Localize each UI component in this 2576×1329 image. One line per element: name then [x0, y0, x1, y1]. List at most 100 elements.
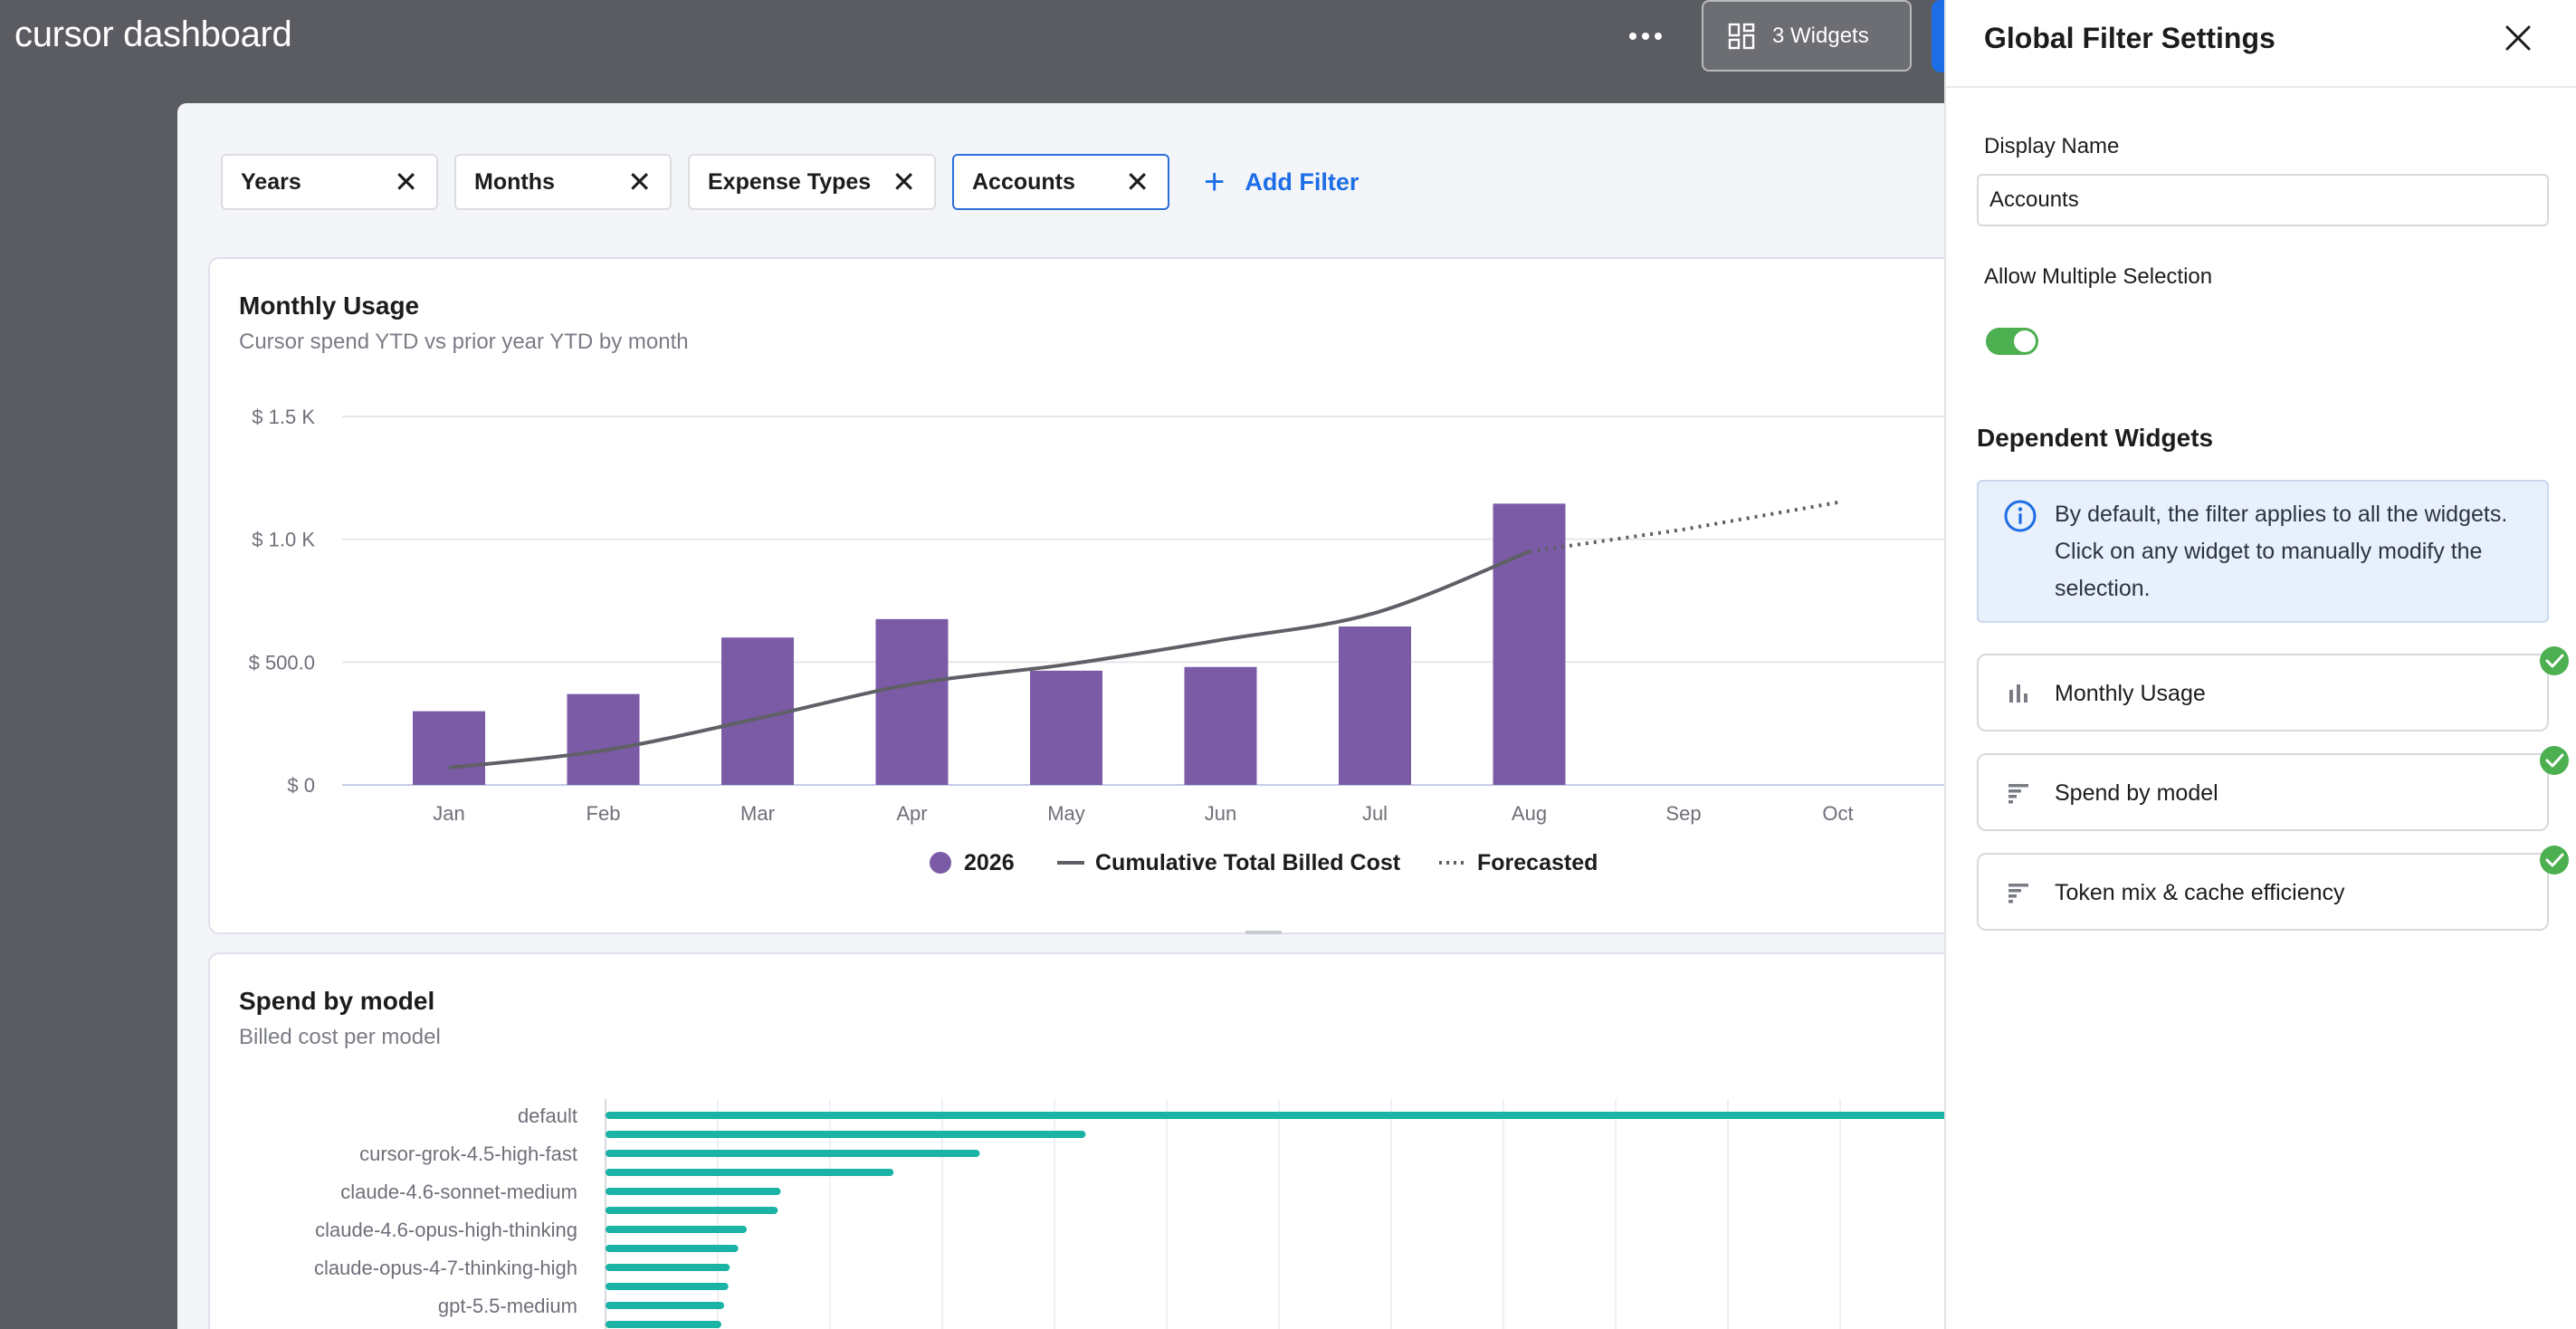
y-tick-label: $ 1.5 K	[252, 406, 315, 428]
bar	[606, 1302, 725, 1309]
cumulative-line	[448, 550, 1531, 770]
bar	[606, 1283, 729, 1290]
info-icon	[2004, 500, 2037, 532]
more-dot	[1629, 33, 1636, 40]
y-tick-label: $ 1.0 K	[252, 529, 315, 551]
panel-header: Global Filter Settings	[1946, 0, 2576, 88]
legend-label: Cumulative Total Billed Cost	[1095, 850, 1401, 875]
x-tick-label: Jun	[1205, 802, 1236, 825]
card-title: Spend by model	[239, 987, 435, 1015]
filter-chip-label: Years	[241, 168, 301, 195]
bar	[1030, 670, 1102, 785]
bar	[875, 618, 949, 785]
filter-chip-label: Expense Types	[708, 168, 872, 195]
forecast-line	[1529, 500, 1838, 554]
multi-select-toggle[interactable]	[1986, 328, 2038, 355]
legend-marker-bars	[930, 852, 951, 874]
y-tick-label: claude-4.6-sonnet-medium	[340, 1181, 577, 1203]
more-dot	[1642, 33, 1649, 40]
bar	[606, 1131, 1086, 1138]
x-tick-label: Apr	[896, 802, 927, 825]
dependent-widget-monthly-usage[interactable]: Monthly Usage	[1977, 646, 2569, 731]
horizontal-bars-icon	[2008, 784, 2028, 804]
monthly-usage-chart: $ 0 $ 500.0 $ 1.0 K $ 1.5 K Jan Feb Mar Apr May J…	[249, 406, 2017, 875]
dependent-widget-token-mix[interactable]: Token mix & cache efficiency	[1977, 846, 2569, 931]
widgets-button[interactable]: 3 Widgets	[1702, 0, 1912, 72]
legend-label: 2026	[964, 850, 1015, 875]
bar	[606, 1150, 980, 1157]
remove-filter-icon[interactable]: ✕	[1125, 166, 1150, 198]
dependent-widget-spend-by-model[interactable]: Spend by model	[1977, 746, 2569, 831]
dashboard-canvas: Years ✕ Months ✕ Expense Types ✕ Account…	[177, 103, 2018, 1329]
dependent-widget-label: Spend by model	[2055, 780, 2218, 806]
y-tick-label: gpt-5.5-medium	[438, 1295, 577, 1317]
filter-bar: Years ✕ Months ✕ Expense Types ✕ Account…	[221, 154, 1359, 210]
resize-handle[interactable]	[1245, 931, 1282, 934]
y-tick-label: $ 0	[287, 774, 315, 797]
x-tick-label: Feb	[587, 802, 621, 825]
y-tick-label: default	[518, 1104, 577, 1127]
remove-filter-icon[interactable]: ✕	[892, 166, 916, 198]
bar	[606, 1321, 721, 1328]
bar	[606, 1112, 2017, 1119]
add-filter-label: Add Filter	[1245, 167, 1360, 196]
bar	[721, 637, 794, 785]
bar	[606, 1169, 894, 1176]
filter-chip-label: Months	[474, 168, 555, 195]
x-tick-label: Jan	[433, 802, 464, 825]
bar	[413, 711, 485, 785]
bar	[606, 1188, 781, 1195]
x-tick-label: Mar	[740, 802, 775, 825]
multi-select-label: Allow Multiple Selection	[1984, 264, 2213, 289]
check-circle-icon	[2540, 746, 2569, 775]
check-circle-icon	[2540, 846, 2569, 875]
remove-filter-icon[interactable]: ✕	[394, 166, 418, 198]
widgets-button-label: 3 Widgets	[1772, 23, 1869, 48]
bar	[606, 1207, 778, 1214]
x-tick-label: Jul	[1362, 802, 1388, 825]
filter-chip-years[interactable]: Years ✕	[221, 154, 438, 210]
filter-chip-accounts[interactable]: Accounts ✕	[952, 154, 1169, 210]
dependent-widget-label: Token mix & cache efficiency	[2055, 880, 2345, 905]
bar	[606, 1226, 747, 1233]
x-tick-label: Aug	[1512, 802, 1547, 825]
bar	[606, 1264, 730, 1271]
dependent-widget-label: Monthly Usage	[2055, 681, 2206, 706]
bar-chart-icon	[2009, 684, 2027, 703]
y-tick-label: claude-opus-4-7-thinking-high	[314, 1257, 577, 1279]
dependent-widgets-title: Dependent Widgets	[1977, 424, 2214, 452]
close-icon[interactable]	[2498, 18, 2538, 58]
bar	[567, 693, 640, 785]
more-options-button[interactable]	[1620, 18, 1671, 54]
horizontal-bars-icon	[2008, 884, 2028, 904]
card-subtitle: Billed cost per model	[239, 1025, 441, 1049]
filter-chip-expense-types[interactable]: Expense Types ✕	[688, 154, 936, 210]
x-tick-label: Oct	[1822, 802, 1853, 825]
card-title: Monthly Usage	[239, 292, 420, 320]
filter-chip-months[interactable]: Months ✕	[454, 154, 672, 210]
display-name-label: Display Name	[1984, 134, 2120, 158]
global-filter-settings-panel: Global Filter Settings Display Name Allo…	[1944, 0, 2576, 1329]
more-dot	[1655, 33, 1662, 40]
add-filter-button[interactable]: + Add Filter	[1204, 164, 1359, 200]
y-tick-label: cursor-grok-4.5-high-fast	[359, 1143, 577, 1165]
app-title: cursor dashboard	[14, 14, 292, 54]
bar	[1339, 626, 1411, 785]
bar	[1184, 666, 1257, 785]
info-text: By default, the filter applies to all th…	[2055, 502, 2508, 601]
toggle-knob	[2014, 330, 2036, 352]
card-subtitle: Cursor spend YTD vs prior year YTD by mo…	[239, 330, 689, 354]
x-tick-label: Sep	[1665, 802, 1701, 825]
display-name-input[interactable]	[1977, 174, 2549, 226]
y-tick-label: claude-4.6-opus-high-thinking	[315, 1219, 577, 1241]
legend-label: Forecasted	[1477, 850, 1598, 875]
bar	[606, 1245, 739, 1252]
panel-title: Global Filter Settings	[1984, 22, 2275, 54]
x-tick-label: May	[1047, 802, 1085, 825]
y-tick-label: $ 500.0	[249, 651, 315, 674]
plus-icon: +	[1204, 162, 1226, 202]
remove-filter-icon[interactable]: ✕	[627, 166, 652, 198]
monthly-usage-card[interactable]: Monthly Usage Cursor spend YTD vs prior …	[208, 257, 2018, 934]
grid-icon	[1728, 23, 1755, 49]
spend-by-model-card[interactable]: Spend by model Billed cost per model def…	[208, 952, 2018, 1329]
